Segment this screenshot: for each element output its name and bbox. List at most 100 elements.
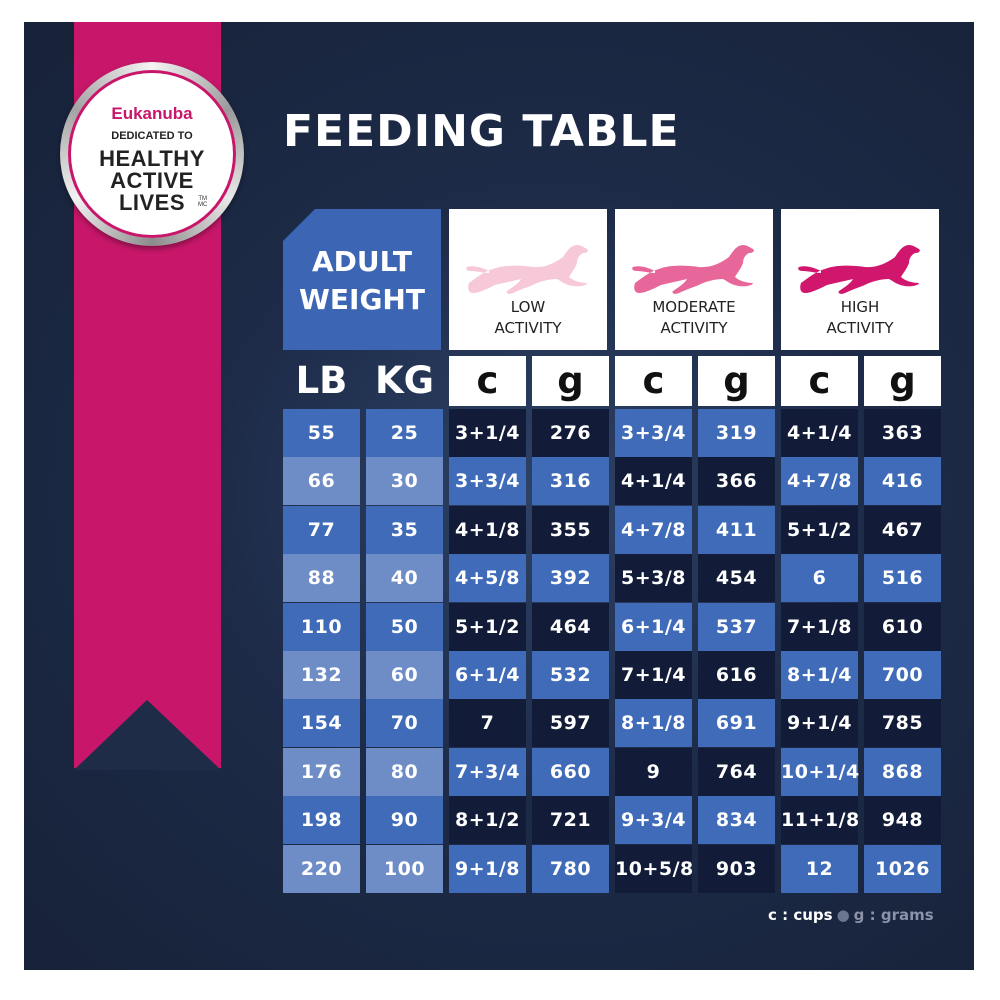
table-cell: 516	[864, 554, 941, 603]
table-cell: 7	[449, 699, 526, 748]
trademark-mark: TM MC	[198, 196, 208, 208]
table-cell: 948	[864, 796, 941, 845]
table-cell: 4+1/8	[449, 505, 526, 554]
table-cell: 30	[366, 457, 443, 506]
table-cell: 55	[283, 409, 360, 457]
brand-badge: Eukanuba DEDICATED TO HEALTHY ACTIVE LIV…	[60, 62, 244, 246]
page-title: FEEDING TABLE	[283, 106, 680, 157]
badge-inner: Eukanuba DEDICATED TO HEALTHY ACTIVE LIV…	[68, 70, 236, 238]
running-dog-icon	[798, 245, 920, 294]
table-cell: 66	[283, 457, 360, 506]
table-cell: 50	[366, 602, 443, 651]
table-cell: 110	[283, 602, 360, 651]
unit-header-3: g	[532, 356, 609, 406]
table-cell: 8+1/2	[449, 796, 526, 845]
table-cell: 903	[698, 844, 775, 893]
table-cell: 316	[532, 457, 609, 506]
table-cell: 25	[366, 409, 443, 457]
moderate-activity-header: MODERATE ACTIVITY	[615, 209, 773, 350]
table-cell: 532	[532, 651, 609, 699]
table-cell: 764	[698, 747, 775, 796]
legend-grams: g : grams	[853, 906, 934, 924]
table-cell: 868	[864, 747, 941, 796]
dog-silhouette	[632, 245, 754, 294]
unit-header-5: g	[698, 356, 775, 406]
badge-dedicated-text: DEDICATED TO	[111, 130, 193, 142]
table-cell: 785	[864, 699, 941, 748]
table-cell: 8+1/4	[781, 651, 858, 699]
table-cell: 660	[532, 747, 609, 796]
table-cell: 4+1/4	[615, 457, 692, 506]
table-cell: 10+5/8	[615, 844, 693, 893]
moderate-activity-label: MODERATE ACTIVITY	[652, 298, 736, 337]
table-cell: 467	[864, 505, 941, 554]
table-cell: 700	[864, 651, 941, 699]
table-cell: 11+1/8	[781, 796, 859, 845]
dog-silhouette	[798, 245, 920, 294]
table-cell: 6	[781, 554, 858, 603]
table-cell: 35	[366, 505, 443, 554]
table-cell: 12	[781, 844, 858, 893]
table-cell: 4+5/8	[449, 554, 526, 603]
table-cell: 416	[864, 457, 941, 506]
table-cell: 597	[532, 699, 609, 748]
low-activity-label: LOW ACTIVITY	[494, 298, 562, 337]
table-cell: 40	[366, 554, 443, 603]
unit-header-6: c	[781, 356, 858, 406]
table-cell: 88	[283, 554, 360, 603]
table-cell: 537	[698, 602, 775, 651]
table-cell: 7+1/8	[781, 602, 858, 651]
table-cell: 7+3/4	[449, 747, 526, 796]
legend: c : cups ● g : grams	[768, 906, 934, 924]
table-cell: 8+1/8	[615, 699, 692, 748]
table-cell: 4+7/8	[615, 505, 692, 554]
table-cell: 780	[532, 844, 609, 893]
table-cell: 5+3/8	[615, 554, 692, 603]
table-cell: 60	[366, 651, 443, 699]
table-cell: 6+1/4	[449, 651, 526, 699]
table-cell: 100	[366, 844, 443, 893]
running-dog-icon	[632, 245, 754, 294]
table-cell: 691	[698, 699, 775, 748]
legend-cups: c : cups	[768, 906, 833, 924]
badge-healthy-text: HEALTHY	[99, 146, 205, 171]
table-cell: 70	[366, 699, 443, 748]
table-cell: 5+1/2	[781, 505, 858, 554]
table-cell: 90	[366, 796, 443, 845]
table-cell: 366	[698, 457, 775, 506]
running-dog-icon	[466, 245, 588, 294]
table-cell: 411	[698, 505, 775, 554]
dog-silhouette	[466, 245, 588, 294]
table-cell: 454	[698, 554, 775, 603]
unit-header-1: KG	[374, 359, 435, 402]
table-cell: 77	[283, 505, 360, 554]
table-cell: 176	[283, 747, 360, 796]
table-cell: 220	[283, 844, 360, 893]
table-cell: 4+7/8	[781, 457, 858, 506]
unit-header-7: g	[864, 356, 941, 406]
table-cell: 9+3/4	[615, 796, 692, 845]
legend-separator: ●	[836, 906, 850, 924]
unit-header-0: LB	[295, 359, 348, 402]
table-cell: 80	[366, 747, 443, 796]
table-cell: 6+1/4	[615, 602, 692, 651]
high-activity-header: HIGH ACTIVITY	[781, 209, 939, 350]
table-cell: 319	[698, 409, 775, 457]
table-cell: 10+1/4	[781, 747, 859, 796]
table-cell: 834	[698, 796, 775, 845]
table-cell: 3+1/4	[449, 409, 526, 457]
table-cell: 9+1/8	[449, 844, 526, 893]
table-cell: 721	[532, 796, 609, 845]
table-cell: 5+1/2	[449, 602, 526, 651]
high-activity-label: HIGH ACTIVITY	[826, 298, 894, 337]
table-cell: 9+1/4	[781, 699, 858, 748]
table-cell: 610	[864, 602, 941, 651]
table-cell: 3+3/4	[449, 457, 526, 506]
unit-header-2: c	[449, 356, 526, 406]
adult-weight-header: ADULT WEIGHT	[283, 209, 441, 350]
ribbon-notch	[74, 700, 221, 770]
table-cell: 1026	[864, 844, 941, 893]
table-cell: 7+1/4	[615, 651, 692, 699]
table-cell: 154	[283, 699, 360, 748]
unit-header-4: c	[615, 356, 692, 406]
